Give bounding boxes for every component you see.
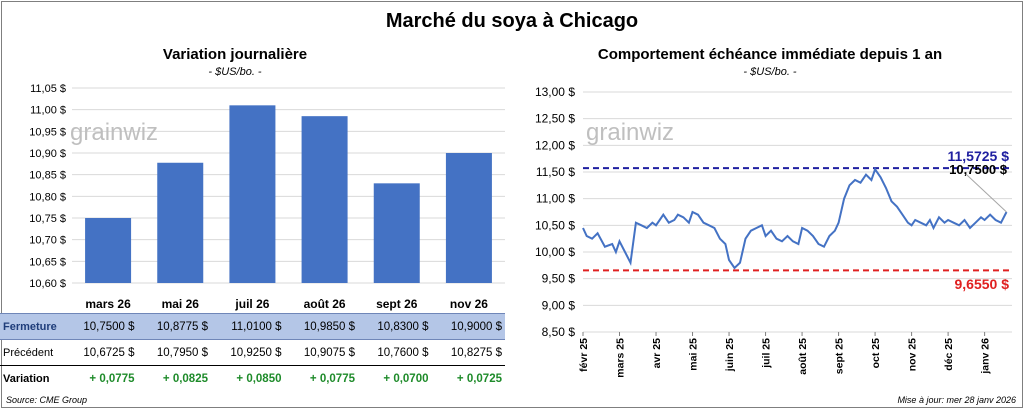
bar	[229, 105, 276, 283]
bar-chart: grainwiz 10,60 $10,65 $10,70 $10,75 $10,…	[29, 83, 505, 311]
bar-x-tick-label: mars 26	[85, 297, 131, 311]
line-y-tick-label: 11,00 $	[536, 192, 575, 206]
table-cell: 10,7500 $	[64, 313, 138, 340]
line-grid	[583, 91, 1012, 333]
table-cell: 10,8275 $	[450, 346, 502, 359]
line-x-tick-label: sept 25	[834, 338, 846, 374]
bar-y-tick-label: 11,05 $	[30, 83, 66, 95]
table-row: Fermeture 10,7500 $10,8775 $11,0100 $10,9…	[0, 313, 505, 340]
left-unit: - $US/bo. -	[208, 66, 262, 78]
line-y-tick-label: 11,50 $	[536, 165, 575, 179]
close-leader-line	[966, 174, 1007, 213]
table-cell: + 0,0700	[383, 372, 429, 385]
bar-y-tick-label: 10,90 $	[29, 148, 66, 160]
bar-y-axis: 10,60 $ 10,65 $ 10,70 $ 10,75 $ 10,80 $ 10,85…	[29, 83, 66, 290]
main-title: Marché du soya à Chicago	[385, 10, 639, 32]
bar	[301, 116, 348, 284]
table-cell: 10,8775 $	[137, 313, 211, 340]
table-cell: 10,7600 $	[377, 346, 429, 359]
bar	[85, 218, 132, 283]
bar-x-tick-label: août 26	[304, 297, 346, 311]
price-line	[582, 167, 1008, 270]
data-table: Fermeture 10,7500 $10,8775 $11,0100 $10,9…	[0, 313, 505, 391]
bar-y-tick-label: 11,00 $	[30, 105, 66, 117]
bar-y-tick-label: 10,80 $	[29, 191, 66, 203]
line-x-tick-label: août 25	[797, 338, 809, 375]
bar-x-tick-label: mai 26	[162, 297, 200, 311]
table-cell: + 0,0825	[162, 372, 208, 385]
row-label: Variation	[3, 372, 50, 385]
table-row: Précédent 10,6725 $ 10,7950 $ 10,9250 $ 10,9…	[0, 340, 505, 366]
line-y-tick-label: 12,50 $	[535, 112, 575, 126]
line-x-tick-label: juil 25	[761, 338, 773, 369]
source-note: Source: CME Group	[6, 395, 88, 405]
right-unit: - $US/bo. -	[743, 66, 797, 78]
bar-x-tick-label: juil 26	[234, 297, 269, 311]
table-cell: 10,6725 $	[83, 346, 135, 359]
grainwiz-watermark-text-right: grainwiz	[586, 119, 674, 146]
bar	[373, 183, 420, 283]
bar-x-tick-label: nov 26	[450, 297, 488, 311]
table-cell: 10,7950 $	[156, 346, 208, 359]
table-row: Variation + 0,0775 + 0,0825 + 0,0850 + 0,077…	[0, 365, 505, 392]
line-watermark: grainwiz	[586, 119, 674, 146]
bar-grid	[72, 87, 505, 284]
line-y-tick-label: 9,00 $	[542, 298, 576, 312]
line-y-tick-label: 9,50 $	[542, 272, 576, 286]
left-subtitle: Variation journalière	[162, 46, 308, 63]
line-x-tick-label: janv 26	[980, 338, 992, 375]
line-y-tick-label: 10,00 $	[535, 245, 575, 259]
table-cell: 11,0100 $	[211, 313, 285, 340]
bar	[157, 162, 204, 283]
close-label: 10,7500 $	[949, 162, 1008, 177]
bar-y-tick-label: 10,95 $	[29, 126, 66, 138]
line-x-tick-label: oct 25	[870, 338, 882, 369]
bar-series	[85, 105, 492, 284]
bar-watermark: grainwiz	[70, 119, 158, 146]
line-x-tick-label: avr 25	[651, 338, 663, 369]
table-cell: 10,9850 $	[284, 313, 358, 340]
bar-x-axis: mars 26 mai 26 juil 26 août 26 sept 26 nov 26	[85, 297, 488, 311]
bar-y-tick-label: 10,65 $	[29, 256, 66, 268]
high-label: 11,5725 $	[947, 148, 1009, 164]
update-note: Mise à jour: mer 28 janv 2026	[897, 395, 1016, 405]
table-cell: + 0,0725	[456, 372, 502, 385]
row-label: Fermeture	[0, 313, 64, 340]
line-y-tick-label: 10,50 $	[535, 218, 575, 232]
line-y-tick-label: 13,00 $	[535, 85, 575, 99]
table-cell: 10,8300 $	[358, 313, 432, 340]
table-cell: 10,9250 $	[230, 346, 282, 359]
bar-x-tick-label: sept 26	[376, 297, 418, 311]
table-cell: 10,9000 $	[431, 313, 505, 340]
row-label: Précédent	[3, 346, 54, 359]
line-y-tick-label: 12,00 $	[535, 138, 575, 152]
grainwiz-watermark-text: grainwiz	[70, 119, 158, 146]
line-x-tick-label: mai 25	[688, 338, 700, 371]
bar-y-tick-label: 10,60 $	[29, 278, 66, 290]
table-cell: 10,9075 $	[303, 346, 355, 359]
line-x-tick-label: déc 25	[943, 338, 955, 371]
line-x-axis: févr 25 mars 25 avr 25 mai 25 juin 25 juil 25…	[578, 332, 992, 378]
table-cell: + 0,0850	[236, 372, 282, 385]
table-cell: + 0,0775	[309, 372, 355, 385]
line-x-tick-label: juin 25	[724, 338, 736, 372]
line-labels: 11,5725 $ 10,7500 $ 9,6550 $	[947, 148, 1009, 292]
line-series	[582, 167, 1008, 270]
line-x-tick-label: févr 25	[578, 338, 590, 372]
right-subtitle: Comportement échéance immédiate depuis 1…	[597, 46, 943, 63]
bar-y-tick-label: 10,85 $	[29, 170, 66, 182]
line-x-tick-label: mars 25	[615, 338, 627, 378]
bar	[445, 153, 492, 283]
line-y-axis: 8,50 $ 9,00 $ 9,50 $ 10,00 $ 10,50 $ 11,00 $ 1…	[535, 85, 575, 339]
line-chart: grainwiz 8,50 $ 9,00 $ 9,50 $ 10,00 $ 10,50 …	[535, 85, 1012, 378]
low-label: 9,6550 $	[955, 276, 1010, 292]
line-y-tick-label: 8,50 $	[542, 325, 576, 339]
bar-y-tick-label: 10,70 $	[29, 235, 66, 247]
table-cell: + 0,0775	[89, 372, 135, 385]
bar-y-tick-label: 10,75 $	[29, 213, 66, 225]
line-x-tick-label: nov 25	[907, 338, 919, 371]
reference-lines	[583, 167, 1012, 272]
